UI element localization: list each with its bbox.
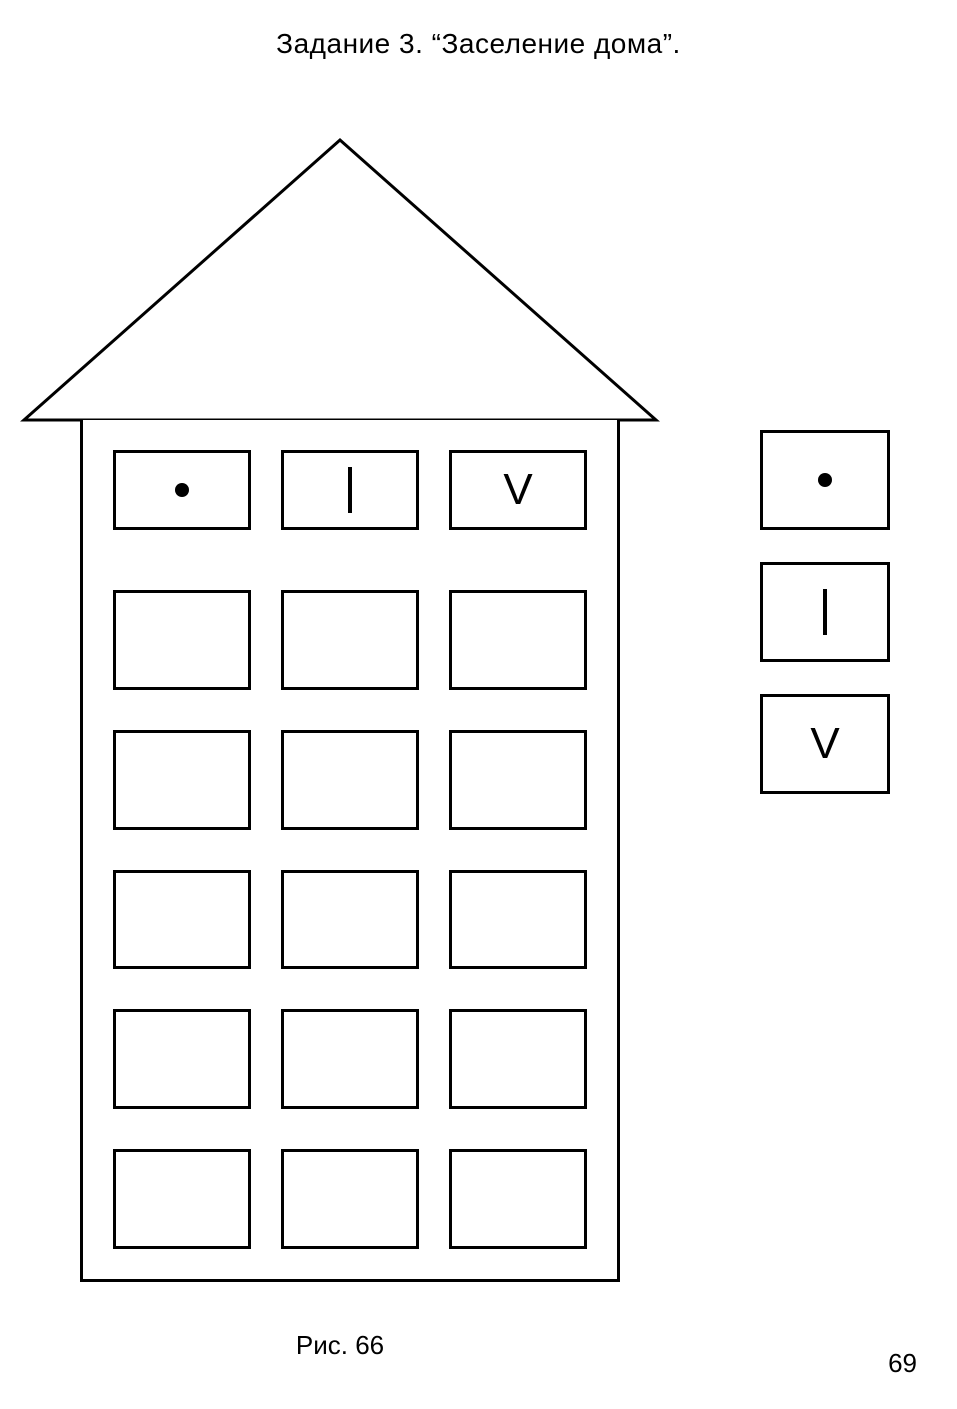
line-icon bbox=[348, 467, 352, 513]
house-roof bbox=[20, 130, 660, 430]
window-r5-c1 bbox=[113, 1009, 251, 1109]
v-icon: V bbox=[503, 468, 532, 512]
legend-v: V bbox=[760, 694, 890, 794]
line-icon bbox=[823, 589, 827, 635]
window-r5-c2 bbox=[281, 1009, 419, 1109]
window-r4-c1 bbox=[113, 870, 251, 970]
window-r6-c2 bbox=[281, 1149, 419, 1249]
legend-line bbox=[760, 562, 890, 662]
window-r1-c2 bbox=[281, 450, 419, 530]
legend-dot bbox=[760, 430, 890, 530]
window-r6-c3 bbox=[449, 1149, 587, 1249]
window-r3-c2 bbox=[281, 730, 419, 830]
window-r2-c3 bbox=[449, 590, 587, 690]
window-r1-c1 bbox=[113, 450, 251, 530]
figure-caption: Рис. 66 bbox=[20, 1330, 660, 1361]
window-r6-c1 bbox=[113, 1149, 251, 1249]
page-number: 69 bbox=[888, 1348, 917, 1379]
v-icon: V bbox=[810, 722, 839, 766]
window-r4-c3 bbox=[449, 870, 587, 970]
content-row: V bbox=[20, 130, 957, 794]
legend: V bbox=[760, 430, 890, 794]
house-figure: V bbox=[20, 130, 660, 430]
house-windows-grid: V bbox=[83, 420, 617, 1279]
window-r3-c1 bbox=[113, 730, 251, 830]
window-r2-c1 bbox=[113, 590, 251, 690]
window-r5-c3 bbox=[449, 1009, 587, 1109]
window-r1-c3: V bbox=[449, 450, 587, 530]
task-title: Задание 3. “Заселение дома”. bbox=[0, 28, 957, 60]
dot-icon bbox=[818, 473, 832, 487]
window-r2-c2 bbox=[281, 590, 419, 690]
window-r4-c2 bbox=[281, 870, 419, 970]
dot-icon bbox=[175, 483, 189, 497]
window-r3-c3 bbox=[449, 730, 587, 830]
house-body: V bbox=[80, 420, 620, 1282]
